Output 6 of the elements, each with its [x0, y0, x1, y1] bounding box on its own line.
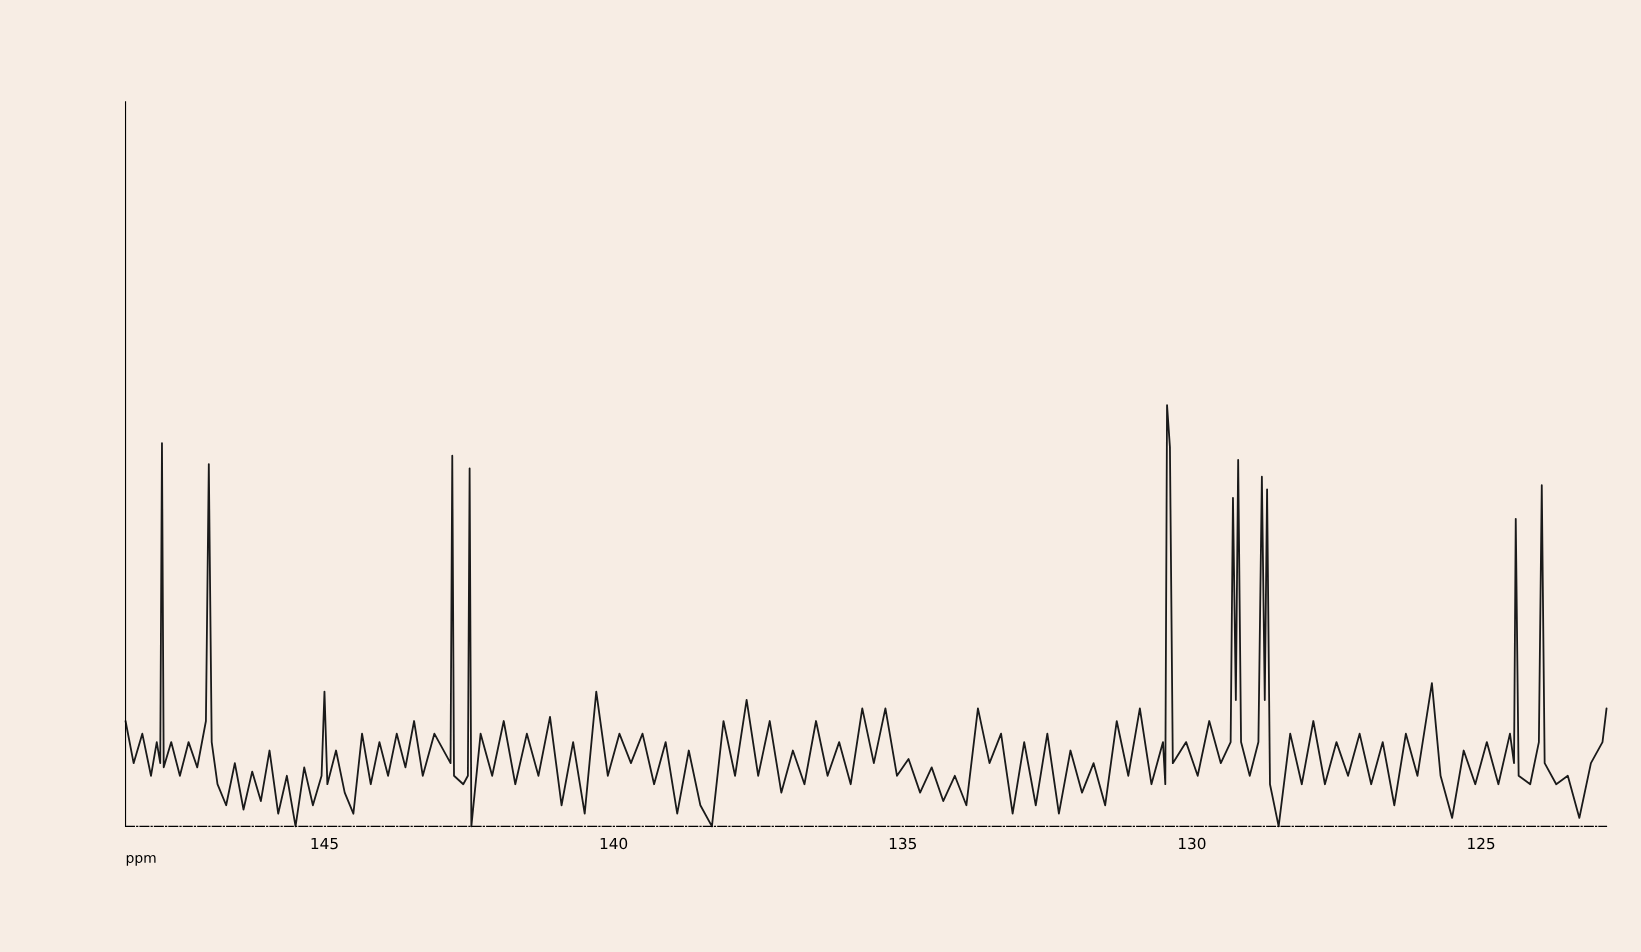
x-tick-label: 145 — [311, 837, 338, 850]
x-tick-label: 130 — [1179, 837, 1206, 850]
x-tick-label: 140 — [600, 837, 628, 850]
x-axis-title: ppm — [126, 854, 156, 866]
x-tick-label: 135 — [889, 837, 916, 850]
x-tick-label: 125 — [1468, 837, 1495, 850]
